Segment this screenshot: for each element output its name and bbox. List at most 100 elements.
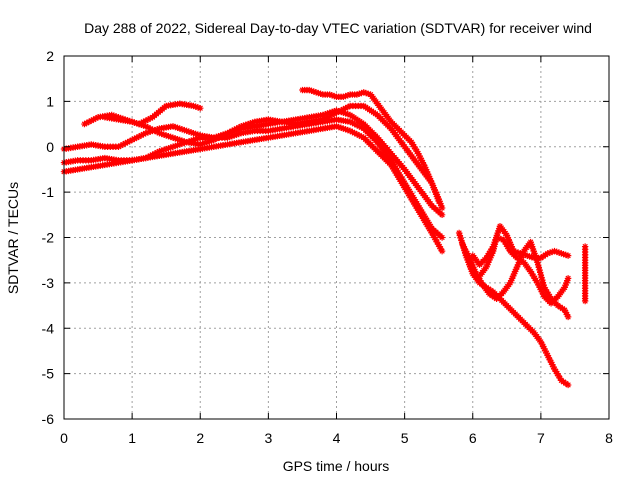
data-point	[514, 249, 522, 256]
data-point	[142, 123, 149, 130]
data-point	[128, 136, 136, 144]
data-point	[438, 211, 446, 219]
data-point	[542, 347, 549, 355]
data-point	[550, 363, 557, 371]
data-point	[541, 284, 548, 291]
data-point	[537, 286, 545, 293]
data-point	[555, 249, 563, 256]
data-point	[194, 131, 202, 138]
data-point	[488, 252, 495, 259]
data-point	[531, 275, 538, 282]
y-tick-label: 0	[46, 139, 54, 155]
data-point	[486, 256, 493, 264]
x-tick-labels: 0 1 2 3 4 5 6 7 8	[60, 430, 613, 446]
data-point	[438, 202, 445, 209]
data-point	[190, 136, 197, 144]
data-point	[190, 129, 197, 137]
data-point	[437, 245, 445, 253]
data-point	[244, 120, 252, 128]
data-point	[434, 193, 441, 200]
data-point	[524, 252, 531, 259]
data-point	[417, 154, 424, 162]
data-point	[465, 252, 472, 259]
data-point	[438, 247, 446, 255]
data-point	[541, 345, 548, 352]
data-point	[342, 104, 349, 112]
data-point	[539, 279, 547, 286]
data-point	[563, 279, 570, 287]
data-point	[495, 227, 502, 234]
data-point	[517, 250, 524, 257]
data-point	[312, 89, 320, 96]
data-point	[235, 130, 243, 138]
data-point	[536, 266, 543, 274]
data-point	[564, 381, 572, 389]
data-point	[169, 134, 177, 141]
data-point	[428, 229, 436, 237]
data-point	[542, 286, 549, 293]
data-point	[539, 276, 546, 284]
data-point	[530, 247, 537, 255]
data-point	[342, 110, 349, 117]
data-point	[215, 134, 222, 141]
data-point	[328, 92, 336, 99]
data-point	[183, 127, 190, 135]
y-axis-label: SDTVAR / TECUs	[5, 182, 21, 294]
data-point	[532, 277, 540, 284]
data-point	[144, 129, 152, 136]
data-point	[561, 284, 568, 291]
data-point	[467, 256, 474, 264]
data-point	[413, 148, 421, 155]
data-point	[416, 152, 423, 160]
data-point	[455, 229, 463, 237]
data-point	[235, 124, 243, 131]
data-point	[158, 130, 165, 138]
y-tick-label: -3	[42, 275, 55, 291]
data-point	[478, 279, 485, 287]
data-point	[122, 140, 129, 147]
data-point	[531, 252, 539, 259]
data-point	[356, 132, 363, 139]
data-point	[147, 115, 154, 122]
data-point	[321, 111, 329, 118]
y-tick-label: 2	[46, 48, 54, 64]
data-point	[226, 133, 233, 141]
data-point	[495, 235, 503, 242]
x-axis-label: GPS time / hours	[283, 458, 390, 474]
data-point	[92, 115, 99, 122]
data-point	[126, 137, 134, 145]
data-point	[489, 250, 496, 257]
data-point	[156, 129, 163, 137]
data-point	[507, 241, 514, 248]
data-point	[552, 368, 560, 375]
data-point	[545, 291, 552, 298]
data-point	[560, 250, 567, 258]
data-point	[460, 243, 467, 250]
data-point	[519, 250, 526, 258]
data-point	[475, 275, 483, 282]
data-point	[156, 148, 163, 155]
x-tick-label: 1	[128, 430, 136, 446]
data-point	[432, 236, 439, 243]
data-point	[167, 144, 174, 151]
data-point	[133, 134, 140, 141]
data-point	[531, 250, 538, 257]
data-point	[324, 114, 331, 121]
data-point	[144, 124, 152, 131]
data-point	[181, 126, 188, 134]
data-point	[504, 243, 511, 250]
data-point	[360, 89, 367, 96]
data-point	[543, 288, 551, 296]
data-point	[505, 236, 512, 243]
data-point	[149, 151, 156, 158]
x-tick-label: 5	[401, 430, 409, 446]
data-point	[484, 261, 491, 268]
y-tick-label: -6	[42, 411, 55, 427]
data-point	[461, 245, 469, 253]
data-point	[176, 141, 184, 148]
data-point	[162, 145, 170, 153]
data-point	[176, 125, 184, 132]
data-point	[333, 123, 340, 130]
data-point	[344, 111, 352, 118]
data-point	[472, 270, 480, 277]
